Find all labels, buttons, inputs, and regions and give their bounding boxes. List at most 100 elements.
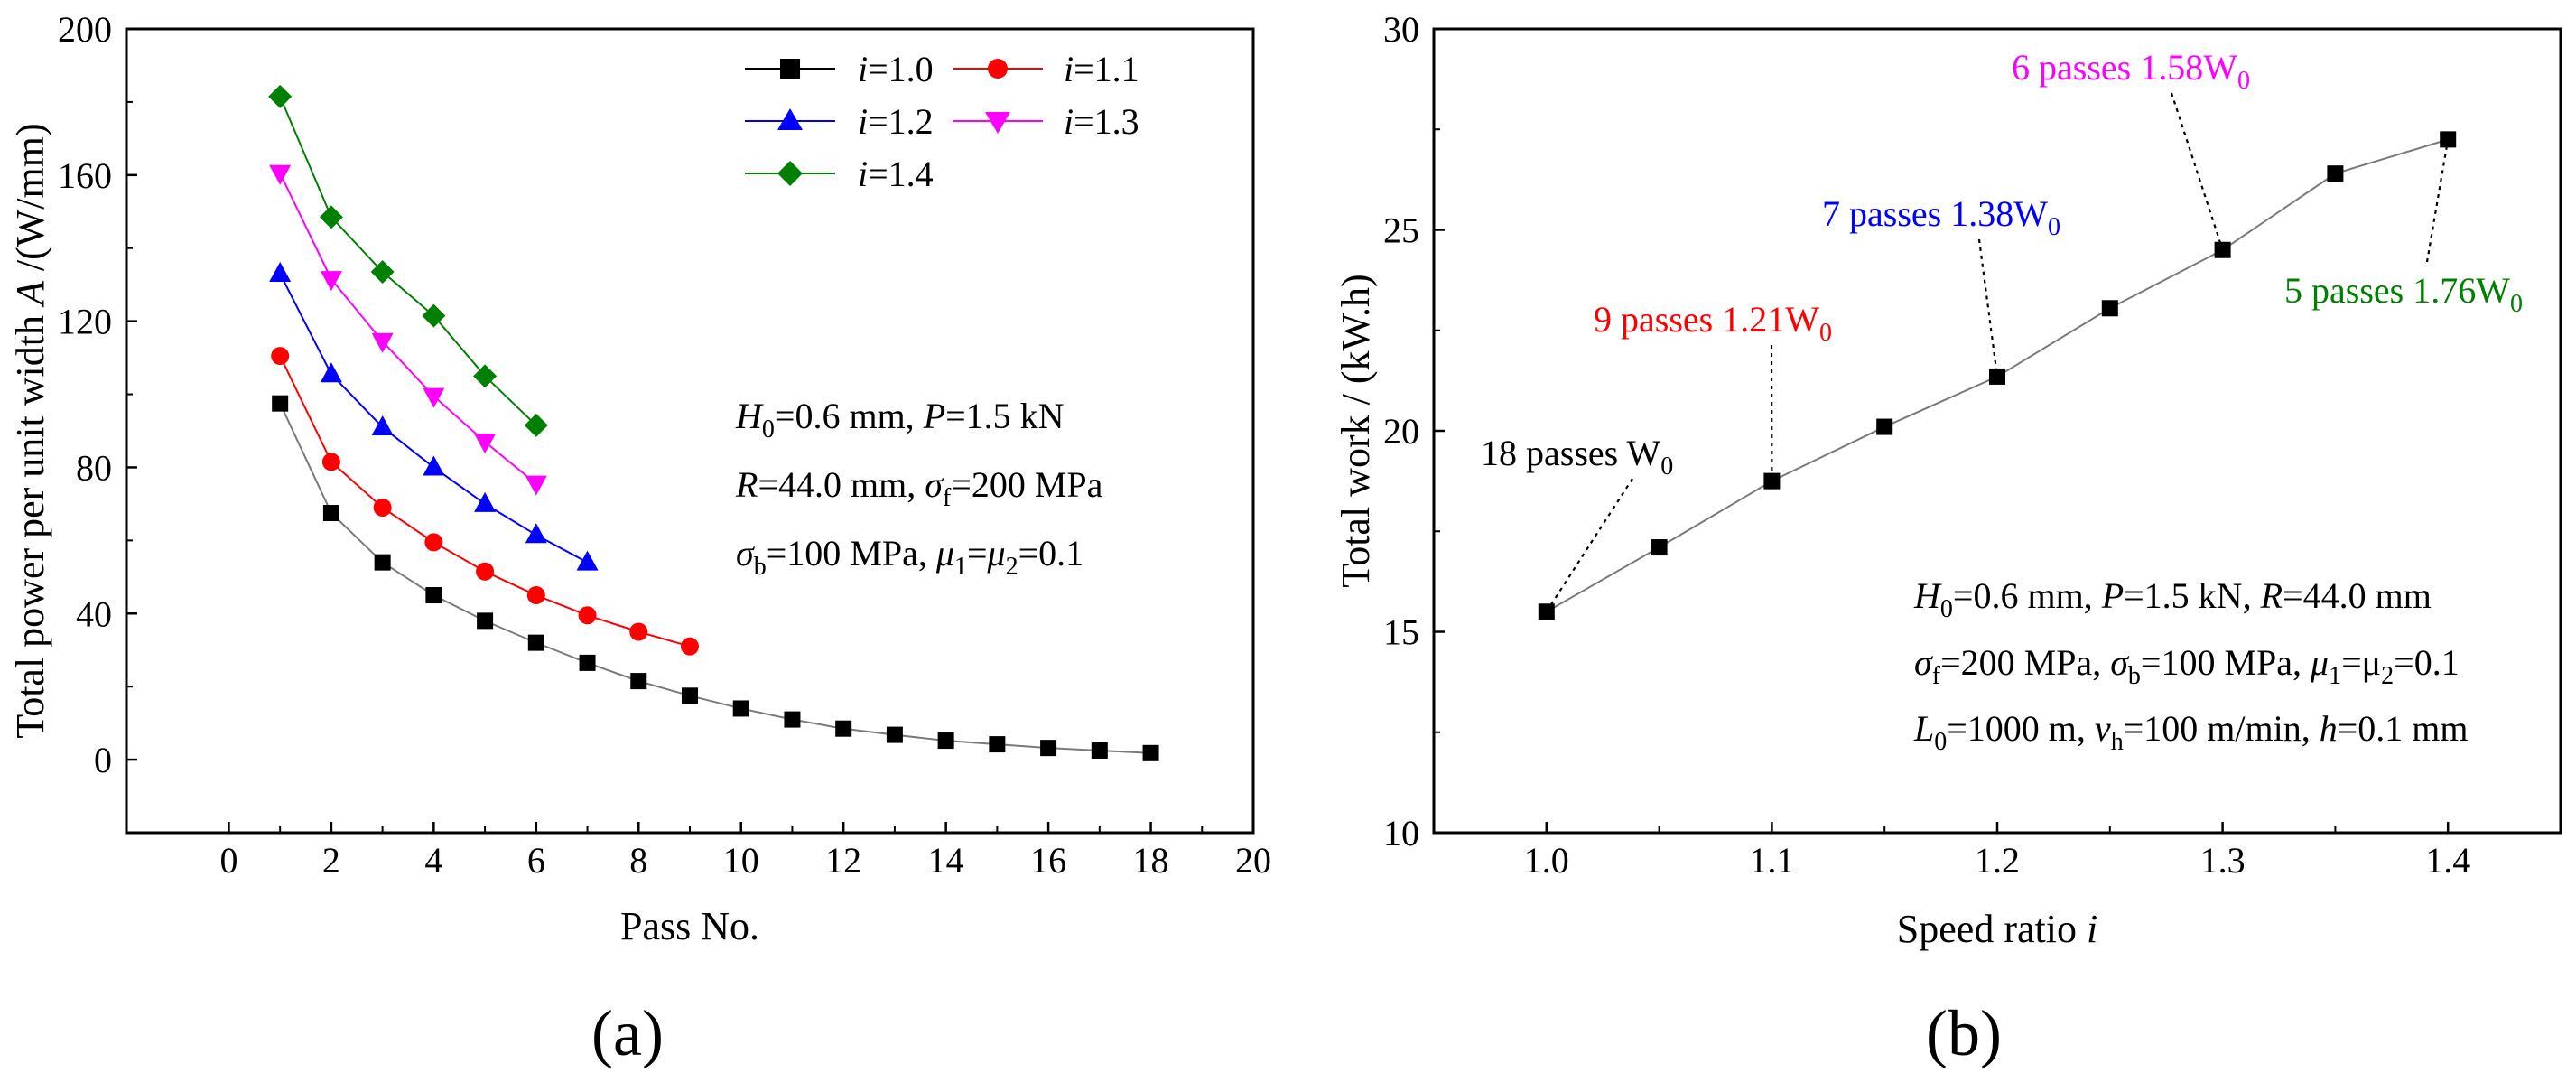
legend-entry-i1-1: i=1.1 <box>953 49 1139 89</box>
a-data-point <box>525 523 547 544</box>
a-data-point <box>474 491 497 512</box>
b-annotation-leader <box>2425 139 2450 263</box>
panel-label-a: (a) <box>591 997 664 1069</box>
a-data-point <box>886 726 903 743</box>
a-data-point <box>937 732 954 750</box>
svg-text:i=1.1: i=1.1 <box>1064 49 1139 89</box>
a-data-point <box>424 533 443 552</box>
b-y-tick-label: 30 <box>1383 9 1419 50</box>
legend-entry-i1-4: i=1.4 <box>745 154 934 194</box>
a-data-point <box>681 637 699 656</box>
a-y-tick-label: 0 <box>94 740 112 780</box>
a-data-point <box>682 687 698 704</box>
a-data-point <box>474 434 497 454</box>
params-a-line3: σb=100 MPa, μ1=μ2=0.1 <box>736 533 1083 581</box>
plot-frame-a <box>125 27 1255 835</box>
a-x-tick-label: 10 <box>723 840 759 881</box>
a-data-point <box>371 415 394 435</box>
a-data-point <box>835 720 852 737</box>
a-data-point <box>272 395 289 412</box>
a-data-point <box>630 673 647 690</box>
a-data-point <box>1142 744 1159 761</box>
a-series-line-4 <box>279 96 537 426</box>
legend-label-i1-0-val: =1.0 <box>868 49 934 89</box>
a-data-point <box>526 586 545 605</box>
b-annotation-label: 7 passes 1.38W0 <box>1822 193 2060 241</box>
b-data-point <box>1876 418 1893 435</box>
a-series-line-3 <box>279 173 537 485</box>
a-data-point <box>321 453 340 471</box>
a-y-tick-label: 160 <box>58 155 112 196</box>
a-data-point <box>370 260 395 285</box>
a-series-line-0 <box>279 403 1151 754</box>
a-data-point <box>425 587 442 604</box>
a-data-point <box>374 554 391 571</box>
b-annotation-label: 5 passes 1.76W0 <box>2284 270 2523 318</box>
params-b-line3: L0=1000 m, vh=100 m/min, h=0.1 mm <box>1913 708 2469 756</box>
a-x-tick-label: 6 <box>527 840 545 881</box>
svg-text:i=1.2: i=1.2 <box>858 101 934 142</box>
a-data-point <box>527 634 544 651</box>
a-data-point <box>1040 740 1057 757</box>
b-x-tick-label: 1.0 <box>1524 840 1569 881</box>
b-x-tick-label: 1.3 <box>2200 840 2246 881</box>
svg-text:i=1.4: i=1.4 <box>858 154 934 194</box>
a-data-point <box>319 205 343 229</box>
a-data-point <box>373 498 392 517</box>
params-a-line2: R=44.0 mm, σf=200 MPa <box>735 464 1103 512</box>
b-y-tick-label: 15 <box>1383 612 1419 653</box>
b-x-tick-label: 1.2 <box>1975 840 2020 881</box>
a-y-tick-label: 200 <box>58 9 112 50</box>
params-b-line1: H0=0.6 mm, P=1.5 kN, R=44.0 mm <box>1913 575 2432 623</box>
a-x-tick-label: 2 <box>322 840 340 881</box>
a-y-tick-label: 80 <box>76 447 112 488</box>
a-data-point <box>269 164 292 185</box>
a-data-point <box>322 505 339 522</box>
svg-text:i=1.3: i=1.3 <box>1064 101 1139 142</box>
a-data-point <box>269 262 292 283</box>
b-data-point <box>2327 165 2344 182</box>
a-data-point <box>423 455 445 476</box>
params-b-line2: σf=200 MPa, σb=100 MPa, μ1=μ2=0.1 <box>1914 642 2460 690</box>
a-data-point <box>989 736 1006 753</box>
a-data-point <box>784 711 801 728</box>
a-data-point <box>371 332 394 353</box>
a-x-tick-label: 18 <box>1133 840 1169 881</box>
b-annotation-leader <box>1545 478 1633 612</box>
b-annotation-leader <box>1977 238 1999 378</box>
legend-entry-i1-3: i=1.3 <box>953 101 1139 142</box>
b-data-point <box>1651 539 1668 556</box>
b-annotations: 18 passes W0 9 passes 1.21W0 7 passes 1.38… <box>1481 47 2523 612</box>
a-data-point <box>579 654 596 671</box>
a-x-tick-label: 16 <box>1030 840 1066 881</box>
b-data-point <box>1538 603 1555 620</box>
b-x-tick-labels: 1.0 1.1 1.2 1.3 1.4 <box>1524 840 2470 881</box>
a-data-point <box>576 550 599 571</box>
a-data-point <box>422 303 446 328</box>
a-data-point <box>525 475 547 496</box>
a-data-point <box>1091 742 1108 759</box>
params-a-line1: H0=0.6 mm, P=1.5 kN <box>735 396 1065 443</box>
b-y-axis-title: Total work / (kW.h) <box>1334 274 1378 587</box>
b-annotation-label: 6 passes 1.58W0 <box>2012 47 2250 95</box>
a-data-point <box>732 700 749 717</box>
b-tick-marks <box>1433 27 2562 835</box>
a-y-axis-title: Total power per unit width A /(W/mm) <box>8 123 52 738</box>
a-data-point <box>629 622 648 641</box>
legend-entry-i1-0: i=1.0 <box>745 49 934 89</box>
a-series-group <box>268 84 1159 761</box>
a-x-tick-labels: 0 2 4 6 8 10 12 14 16 18 20 <box>219 840 1271 881</box>
panel-b: 1.0 1.1 1.2 1.3 1.4 10 15 20 25 30 18 passes W0 9… <box>1334 9 2562 1069</box>
a-data-point <box>578 606 597 625</box>
a-y-tick-labels: 0 40 80 120 160 200 <box>58 9 112 780</box>
b-y-tick-labels: 10 15 20 25 30 <box>1383 9 1419 854</box>
a-data-point <box>423 387 445 408</box>
a-x-tick-label: 20 <box>1235 840 1271 881</box>
a-x-tick-label: 8 <box>629 840 647 881</box>
a-x-tick-label: 12 <box>825 840 861 881</box>
a-data-point <box>477 612 494 630</box>
b-x-tick-label: 1.4 <box>2425 840 2470 881</box>
a-data-point <box>476 562 495 581</box>
a-data-point <box>320 271 342 292</box>
panel-a: 0 2 4 6 8 10 12 14 16 18 20 0 40 80 120 160 200 i=1.0 i… <box>8 9 1271 1069</box>
